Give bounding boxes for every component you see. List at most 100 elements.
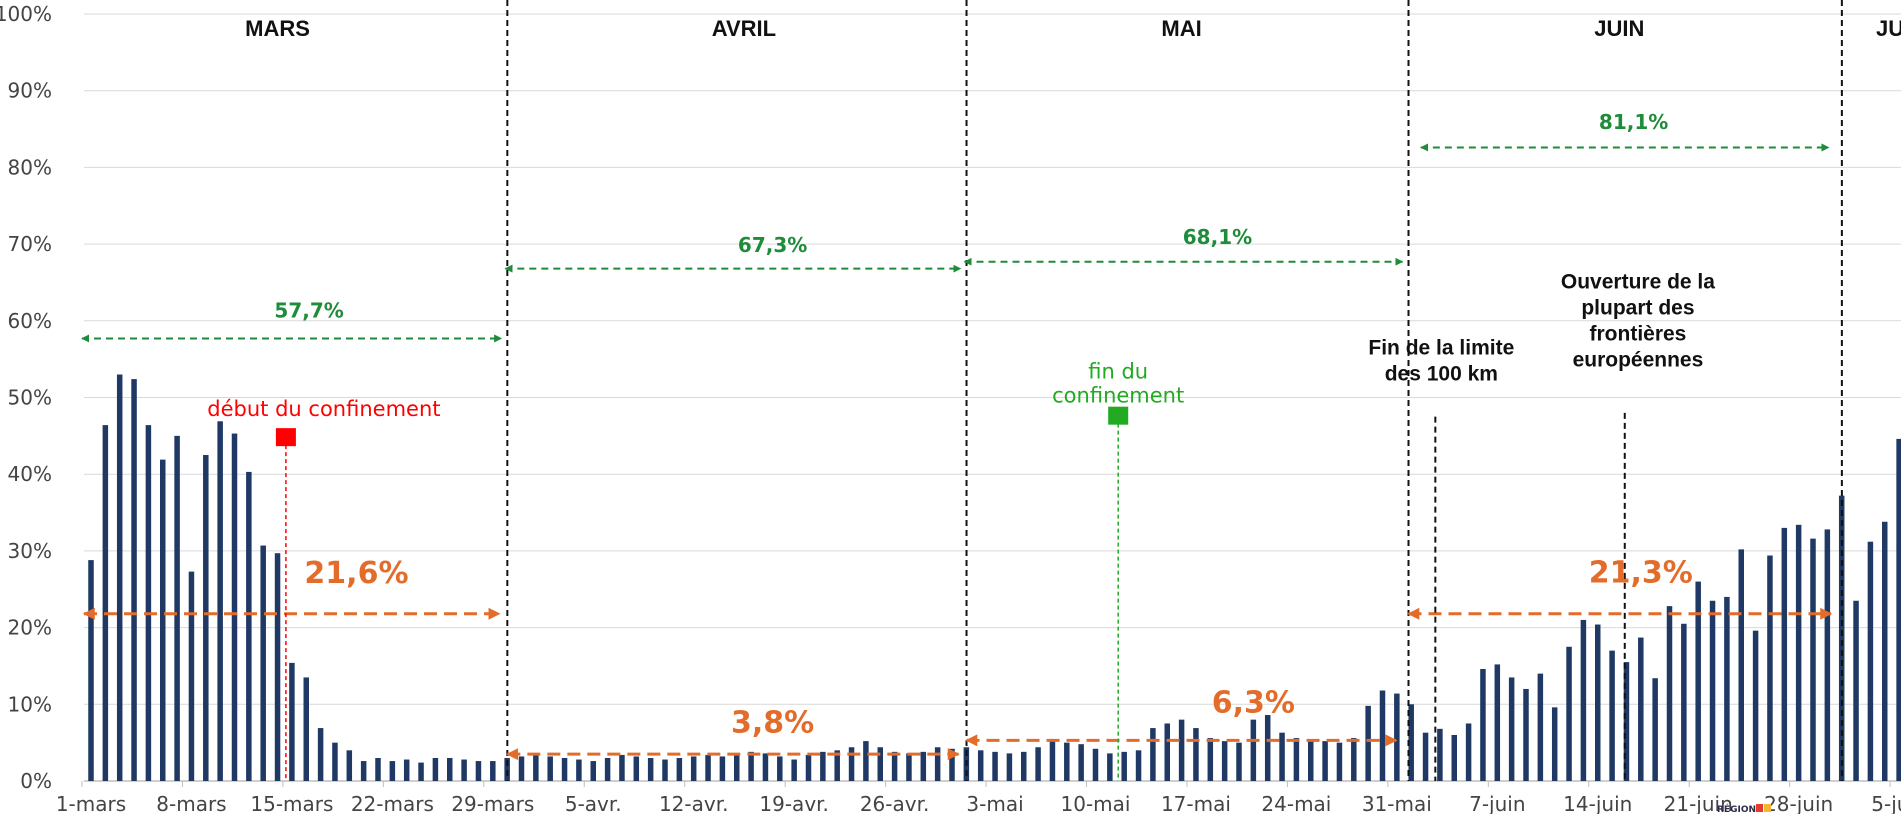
bar [949, 748, 955, 781]
bar [719, 756, 726, 781]
bar [547, 756, 553, 781]
bar [1867, 541, 1874, 781]
month-label: MARS [245, 16, 310, 41]
bar [447, 757, 453, 781]
bar [734, 753, 740, 781]
y-tick-label: 30% [8, 539, 52, 563]
bar [1681, 623, 1687, 781]
orange-period-label: 21,3% [1589, 555, 1693, 590]
bar [1738, 549, 1744, 781]
bar [1236, 742, 1242, 781]
bar [1021, 751, 1027, 781]
bar [1207, 738, 1214, 781]
x-axis-ticks: 1-mars 8-mars 15-mars 22-mars 29-mars 5-avr. 1… [56, 781, 1901, 814]
note-label: européennes [1573, 349, 1704, 372]
x-tick-label: 17-mai [1161, 792, 1231, 814]
y-tick-label: 100% [0, 2, 52, 26]
bar [1394, 693, 1400, 781]
bar [1480, 669, 1486, 781]
bar [1221, 741, 1228, 781]
bar [1838, 495, 1845, 781]
bar [217, 421, 223, 781]
month-labels: MARS AVRIL MAI JUIN JUILLET [245, 16, 1901, 41]
orange-period-label: 3,8% [731, 706, 814, 741]
bar [533, 754, 539, 781]
bar [1193, 728, 1199, 781]
month-label: MAI [1161, 16, 1201, 41]
bar [992, 751, 998, 781]
bar [1250, 719, 1257, 781]
x-tick-label: 5-juil. [1871, 792, 1901, 814]
bar [102, 425, 109, 781]
bar [461, 759, 467, 781]
bar [1595, 624, 1601, 781]
y-tick-label: 90% [8, 79, 52, 103]
bar [116, 374, 123, 781]
bar [1322, 741, 1328, 781]
note-label: plupart des [1581, 297, 1694, 320]
green-period-arrows: 57,7% 67,3% 68,1% 81,1% [81, 110, 1830, 343]
bar [1523, 688, 1529, 781]
bar [1623, 662, 1630, 781]
bar [289, 662, 295, 781]
bar [88, 560, 94, 781]
y-tick-label: 50% [8, 386, 52, 410]
bar [475, 761, 482, 781]
event-label: début du confinement [207, 397, 440, 421]
bar [676, 757, 683, 781]
bar [1795, 524, 1802, 781]
bar [1537, 673, 1544, 781]
bar [1035, 747, 1041, 781]
event-marker [275, 428, 296, 447]
green-period-label: 68,1% [1183, 225, 1252, 249]
bar [246, 471, 252, 781]
bar [1092, 748, 1099, 781]
y-tick-label: 20% [8, 616, 52, 640]
bar [1107, 753, 1113, 781]
bar [1781, 527, 1788, 781]
x-tick-label: 5-avr. [565, 792, 622, 814]
bar [977, 750, 984, 781]
bar [834, 750, 840, 781]
bar [906, 753, 912, 781]
bar [260, 545, 266, 781]
x-tick-label: 7-juin [1469, 792, 1525, 814]
region-logo: RÉGION [1717, 803, 1771, 814]
bar [490, 761, 496, 781]
x-tick-label: 22-mars [351, 792, 434, 814]
bar [1853, 600, 1859, 781]
bar [561, 757, 568, 781]
y-tick-label: 60% [8, 309, 52, 333]
bar [662, 759, 668, 781]
bar [1064, 742, 1070, 781]
bar [1379, 690, 1386, 781]
x-tick-label: 29-mars [451, 792, 534, 814]
bar [231, 433, 238, 781]
x-tick-label: 21-juin [1664, 792, 1733, 814]
x-tick-label: 3-mai [966, 792, 1023, 814]
logo-mark-red [1756, 804, 1763, 812]
bar [1308, 739, 1314, 781]
x-tick-label: 15-mars [250, 792, 333, 814]
event-label: fin du [1088, 359, 1148, 383]
bar [203, 455, 209, 781]
bar [1264, 715, 1271, 781]
y-tick-label: 70% [8, 232, 52, 256]
gridlines [84, 13, 1901, 782]
x-tick-label: 28-juin [1764, 792, 1833, 814]
bar [418, 762, 424, 781]
bar [1609, 650, 1615, 781]
bar [317, 728, 324, 781]
bar [1752, 630, 1759, 781]
x-tick-label: 1-mars [56, 792, 126, 814]
bar [1551, 707, 1558, 781]
bar [863, 741, 869, 781]
month-label: JUIN [1594, 16, 1644, 41]
bar [360, 761, 367, 781]
bar [346, 750, 353, 781]
x-tick-label: 31-mai [1362, 792, 1432, 814]
bar [1695, 581, 1701, 781]
bar [1408, 704, 1414, 781]
bar [1351, 738, 1357, 781]
